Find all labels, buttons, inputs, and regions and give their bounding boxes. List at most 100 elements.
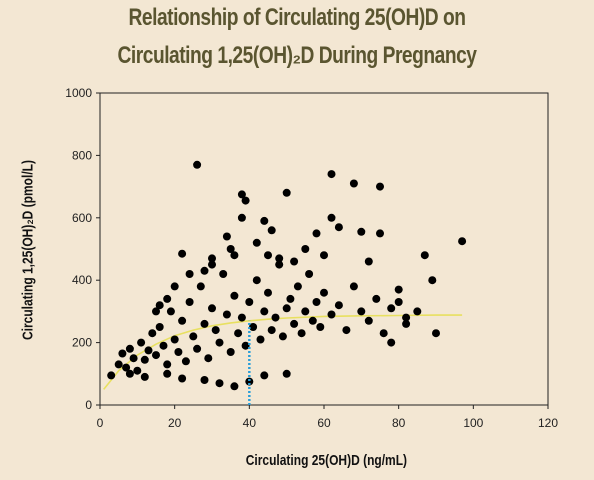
- data-point: [178, 249, 187, 258]
- data-point: [249, 323, 258, 331]
- data-point: [118, 349, 127, 358]
- x-axis-label: Circulating 25(OH)D (ng/mL): [245, 452, 408, 469]
- data-point: [293, 282, 302, 291]
- data-point: [271, 313, 280, 322]
- data-point: [394, 298, 403, 306]
- data-point: [458, 237, 467, 246]
- data-point: [219, 270, 228, 278]
- data-point: [301, 245, 310, 253]
- data-point: [226, 245, 235, 253]
- data-point: [305, 270, 314, 278]
- data-point: [379, 329, 388, 338]
- data-point: [260, 371, 269, 380]
- data-point: [245, 377, 254, 386]
- data-point: [163, 360, 172, 369]
- data-point: [222, 310, 231, 319]
- y-tick-label: 400: [72, 273, 92, 287]
- data-point: [122, 363, 131, 372]
- data-point: [226, 348, 235, 356]
- data-point: [159, 341, 168, 350]
- data-point: [208, 260, 216, 269]
- x-tick-label: 40: [243, 416, 257, 430]
- data-point: [144, 346, 153, 355]
- data-point: [189, 332, 198, 341]
- data-point: [252, 238, 261, 247]
- data-point: [387, 338, 396, 347]
- data-point: [204, 354, 213, 363]
- data-point: [245, 298, 254, 306]
- data-point: [290, 319, 299, 328]
- data-point: [152, 351, 160, 360]
- data-point: [252, 276, 261, 285]
- data-point: [357, 227, 366, 236]
- data-point: [193, 344, 202, 353]
- data-point: [286, 294, 295, 303]
- data-point: [200, 266, 209, 275]
- x-tick-label: 100: [463, 416, 483, 430]
- data-point: [312, 298, 321, 306]
- slide-title-line-2: Circulating 1,25(OH)₂D During Pregnancy: [117, 42, 477, 69]
- y-tick-label: 200: [72, 336, 92, 350]
- data-point: [301, 307, 310, 316]
- data-point: [163, 294, 172, 303]
- x-tick-label: 60: [317, 416, 331, 430]
- data-point: [137, 338, 146, 347]
- data-point: [125, 369, 134, 378]
- data-point: [282, 304, 291, 313]
- data-point: [185, 298, 194, 306]
- data-point: [234, 329, 243, 338]
- data-point: [387, 304, 396, 313]
- data-point: [334, 301, 343, 310]
- data-point: [260, 216, 269, 225]
- data-point: [178, 316, 187, 325]
- data-point: [107, 371, 116, 380]
- data-point: [320, 288, 328, 297]
- data-point: [320, 251, 328, 260]
- y-axis-label: Circulating 1,25(OH)₂D (pmol/L): [19, 159, 37, 341]
- y-tick-label: 800: [72, 148, 92, 162]
- data-point: [185, 270, 194, 278]
- data-point: [275, 254, 284, 263]
- data-point: [264, 288, 272, 297]
- data-point: [241, 196, 250, 205]
- data-point: [364, 316, 373, 325]
- y-tick-label: 600: [72, 211, 92, 225]
- data-point: [178, 374, 187, 383]
- data-point: [222, 232, 231, 241]
- data-point: [402, 313, 411, 322]
- data-point: [200, 376, 209, 384]
- y-tick-label: 0: [85, 398, 92, 412]
- data-point: [316, 323, 325, 331]
- data-point: [282, 188, 291, 197]
- data-point: [155, 301, 164, 310]
- data-point: [357, 307, 366, 316]
- data-point: [372, 294, 381, 303]
- data-point: [230, 251, 239, 260]
- data-point: [290, 257, 299, 266]
- x-tick-label: 0: [97, 416, 104, 430]
- data-point: [327, 310, 336, 319]
- data-point: [297, 329, 306, 338]
- data-point: [413, 307, 422, 316]
- data-point: [260, 307, 269, 316]
- data-point: [114, 360, 123, 369]
- y-tick-label: 1000: [65, 86, 92, 100]
- data-point: [349, 179, 358, 188]
- data-point: [208, 254, 216, 263]
- plot-area-border: [99, 92, 549, 406]
- data-point: [140, 372, 149, 381]
- data-point: [148, 329, 157, 338]
- data-point: [376, 229, 384, 238]
- data-point: [129, 354, 138, 363]
- data-point: [196, 282, 205, 291]
- data-point: [278, 332, 287, 341]
- data-point: [181, 357, 190, 366]
- data-point: [364, 257, 373, 266]
- x-axis-label-wrap: Circulating 25(OH)D (ng/mL): [65, 452, 540, 469]
- data-point: [163, 369, 172, 378]
- data-point: [267, 226, 276, 235]
- x-tick-label: 20: [168, 416, 182, 430]
- data-point: [334, 223, 343, 232]
- data-point: [140, 355, 149, 364]
